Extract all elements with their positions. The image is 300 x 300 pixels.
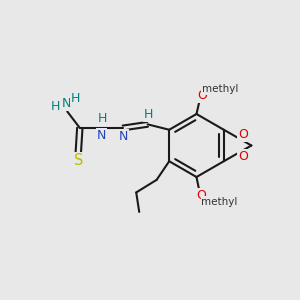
Text: N: N [61,97,71,110]
Text: S: S [74,153,83,168]
Text: H: H [97,112,107,125]
Text: N: N [118,130,128,143]
Text: O: O [238,128,248,141]
Text: H: H [71,92,80,105]
Text: O: O [238,150,248,163]
Text: N: N [97,129,106,142]
Text: O: O [197,89,207,102]
Text: methyl: methyl [202,84,239,94]
Text: methyl: methyl [201,197,238,207]
Text: H: H [51,100,61,113]
Text: O: O [196,189,206,202]
Text: H: H [143,108,153,121]
